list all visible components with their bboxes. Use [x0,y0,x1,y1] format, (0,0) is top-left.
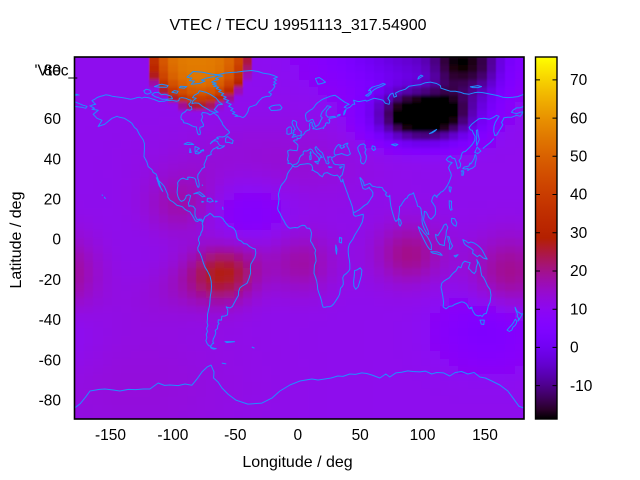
svg-text:-60: -60 [39,352,62,369]
svg-text:Longitude / deg: Longitude / deg [242,454,352,471]
svg-text:0: 0 [293,427,302,444]
svg-text:20: 20 [44,192,62,209]
svg-text:100: 100 [410,427,436,444]
svg-text:70: 70 [570,72,588,89]
svg-text:-100: -100 [157,427,188,444]
svg-text:Latitude / deg: Latitude / deg [8,192,25,289]
svg-text:40: 40 [570,187,588,204]
svg-text:0: 0 [52,232,61,249]
svg-text:40: 40 [44,151,62,168]
svg-text:-10: -10 [570,378,593,395]
svg-text:30: 30 [570,225,588,242]
svg-text:-40: -40 [39,312,62,329]
svg-text:VTEC / TECU 19951113_317.54900: VTEC / TECU 19951113_317.54900 [169,17,426,34]
svg-text:150: 150 [472,427,498,444]
svg-text:60: 60 [570,110,588,127]
svg-text:0: 0 [570,340,579,357]
svg-text:-150: -150 [95,427,126,444]
svg-text:-80: -80 [39,393,62,410]
svg-text:20: 20 [570,263,588,280]
svg-text:60: 60 [44,111,62,128]
svg-text:-50: -50 [224,427,247,444]
svg-text:'Vtec_: 'Vtec_ [35,62,78,79]
svg-text:-20: -20 [39,272,62,289]
svg-text:50: 50 [352,427,370,444]
svg-text:10: 10 [570,301,588,318]
svg-text:50: 50 [570,149,588,166]
svg-text:80: 80 [44,62,62,79]
